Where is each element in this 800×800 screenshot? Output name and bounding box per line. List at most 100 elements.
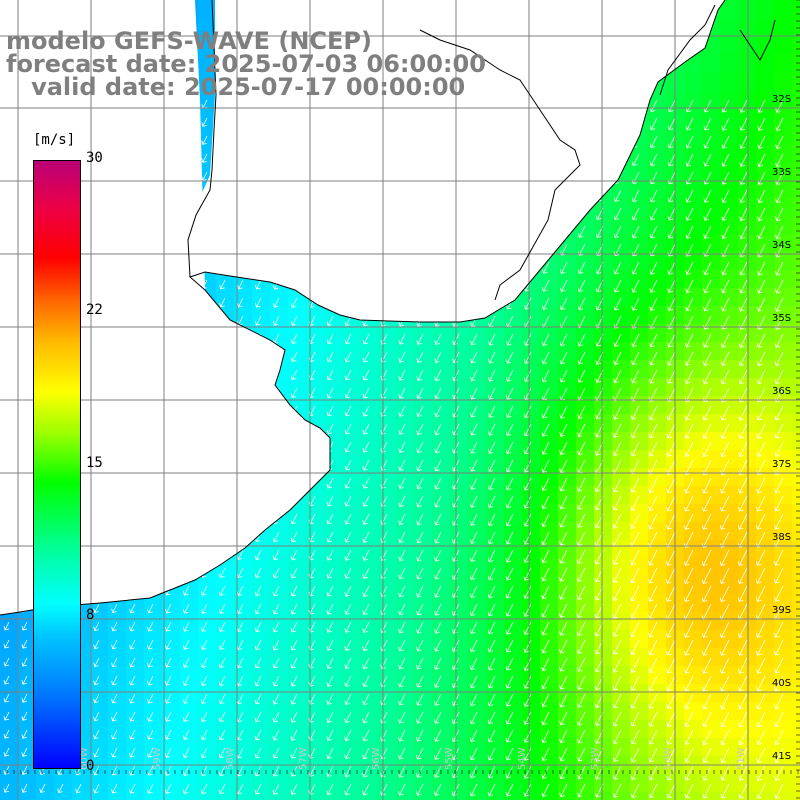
- field-cell: [648, 324, 667, 343]
- wind-arrow: [559, 441, 568, 455]
- wind-arrow: [434, 603, 442, 616]
- field-cell: [324, 360, 343, 379]
- title-forecast-date: forecast date: 2025-07-03 06:00:00: [6, 50, 486, 78]
- field-cell: [522, 450, 541, 469]
- field-cell: [720, 468, 739, 487]
- wind-arrow: [683, 549, 694, 566]
- field-cell: [270, 738, 289, 757]
- field-cell: [684, 216, 703, 235]
- field-cell: [540, 396, 559, 415]
- wind-arrow: [756, 531, 766, 548]
- field-cell: [648, 216, 667, 235]
- field-cell: [522, 576, 541, 595]
- wind-arrow: [290, 585, 298, 597]
- wind-arrow: [487, 585, 496, 599]
- field-cell: [270, 540, 289, 559]
- wind-arrow: [487, 459, 496, 472]
- wind-arrow: [469, 495, 478, 508]
- field-cell: [594, 270, 613, 289]
- wind-arrow: [398, 477, 406, 490]
- wind-arrow: [757, 171, 766, 186]
- field-cell: [270, 774, 289, 793]
- field-cell: [702, 126, 721, 145]
- wind-arrow: [721, 189, 730, 203]
- wind-arrow: [505, 387, 514, 400]
- colorbar-tick-22: 22: [86, 302, 103, 318]
- field-cell: [396, 702, 415, 721]
- wind-arrow: [470, 333, 478, 346]
- land-argentina: [0, 0, 330, 615]
- field-cell: [144, 612, 163, 631]
- wind-arrow: [648, 567, 658, 584]
- wind-arrow: [720, 495, 730, 512]
- field-cell: [342, 396, 361, 415]
- wind-arrow: [738, 423, 748, 439]
- wind-arrow: [684, 693, 694, 710]
- wind-arrow: [434, 495, 442, 508]
- field-cell: [360, 522, 379, 541]
- field-cell: [162, 666, 181, 685]
- wind-arrow: [380, 783, 388, 796]
- field-cell: [702, 774, 721, 793]
- field-cell: [540, 648, 559, 667]
- field-cell: [342, 504, 361, 523]
- wind-arrow: [93, 711, 100, 722]
- wind-arrow: [739, 135, 748, 149]
- wind-arrow: [416, 513, 424, 526]
- wind-arrow: [218, 765, 226, 777]
- field-cell: [792, 396, 800, 415]
- field-cell: [504, 396, 523, 415]
- field-cell: [306, 306, 325, 325]
- field-cell: [756, 72, 775, 91]
- field-cell: [90, 630, 109, 649]
- wind-arrow: [738, 747, 748, 763]
- field-cell: [198, 720, 217, 739]
- field-cell: [594, 558, 613, 577]
- field-cell: [324, 612, 343, 631]
- field-cell: [504, 666, 523, 685]
- wind-arrow: [182, 729, 190, 740]
- field-cell: [684, 162, 703, 181]
- field-cell: [126, 666, 145, 685]
- field-cell: [756, 774, 775, 793]
- wind-arrow: [182, 657, 190, 668]
- lon-label: 51W: [736, 747, 747, 770]
- wind-arrow: [684, 747, 694, 763]
- field-cell: [558, 270, 577, 289]
- field-cell: [0, 648, 19, 667]
- wind-arrow: [738, 729, 748, 746]
- wind-arrow: [505, 549, 514, 563]
- wind-arrow: [93, 783, 100, 794]
- field-cell: [594, 396, 613, 415]
- wind-arrow: [559, 711, 568, 726]
- wind-arrow: [487, 783, 496, 797]
- field-cell: [180, 792, 199, 800]
- field-cell: [720, 630, 739, 649]
- field-cell: [306, 666, 325, 685]
- wind-arrow: [738, 441, 748, 457]
- field-cell: [612, 270, 631, 289]
- field-cell: [306, 684, 325, 703]
- wind-arrow: [470, 423, 478, 436]
- field-cell: [702, 684, 721, 703]
- wind-arrow: [756, 747, 766, 763]
- field-cell: [702, 162, 721, 181]
- field-cell: [594, 252, 613, 271]
- field-cell: [324, 324, 343, 343]
- wind-arrow: [164, 765, 172, 776]
- field-cell: [90, 684, 109, 703]
- field-cell: [684, 342, 703, 361]
- border-uruguay: [419, 29, 581, 301]
- field-cell: [756, 720, 775, 739]
- field-cell: [342, 450, 361, 469]
- field-cell: [504, 342, 523, 361]
- field-cell: [432, 792, 451, 800]
- wind-arrow: [756, 441, 766, 457]
- wind-arrow: [667, 135, 676, 149]
- field-cell: [792, 522, 800, 541]
- wind-arrow: [3, 693, 10, 703]
- field-cell: [396, 648, 415, 667]
- field-cell: [720, 522, 739, 541]
- field-cell: [306, 342, 325, 361]
- wind-arrow: [146, 765, 154, 776]
